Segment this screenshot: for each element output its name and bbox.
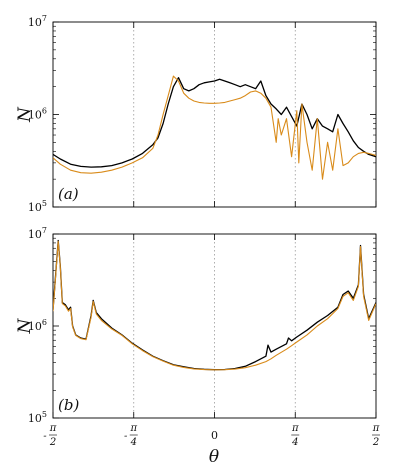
x-tick-label: π4 [291,423,300,448]
x-tick-numerator: π [372,423,380,434]
panel-label: (a) [58,185,79,203]
x-tick-sign: - [43,431,47,442]
x-tick-denominator: 2 [372,437,379,448]
series-line-2 [53,240,376,371]
x-tick-denominator: 4 [291,437,298,448]
y-tick-label: 106 [28,318,47,333]
x-tick-numerator: π [291,423,299,434]
y-tick-label: 107 [28,14,47,29]
x-tick-label: 0 [211,429,218,442]
x-tick-numerator: π [49,423,57,434]
y-axis-label: N [15,106,35,123]
x-tick-numerator: π [129,423,137,434]
y-tick-label: 105 [28,199,47,214]
series-line-2 [53,75,376,180]
x-tick-sign: - [124,431,128,442]
panel-label: (b) [58,396,79,414]
panel-a: 105 106 107 N (a) [15,14,377,214]
y-tick-label: 106 [28,107,47,122]
x-tick-label: -π 4 [124,423,138,448]
y-tick-label: 105 [28,410,47,425]
series-line-1 [53,77,376,168]
x-tick-denominator: 4 [130,437,137,448]
x-tick-label: π2 [372,423,380,448]
x-tick-denominator: 2 [49,437,56,448]
x-axis-label: θ [209,447,219,467]
y-tick-label: 107 [28,226,47,241]
y-axis-label: N [15,317,35,334]
x-tick-label: -π 2 [43,423,57,448]
panel-b: 105 106 107 N (b) [15,226,377,425]
